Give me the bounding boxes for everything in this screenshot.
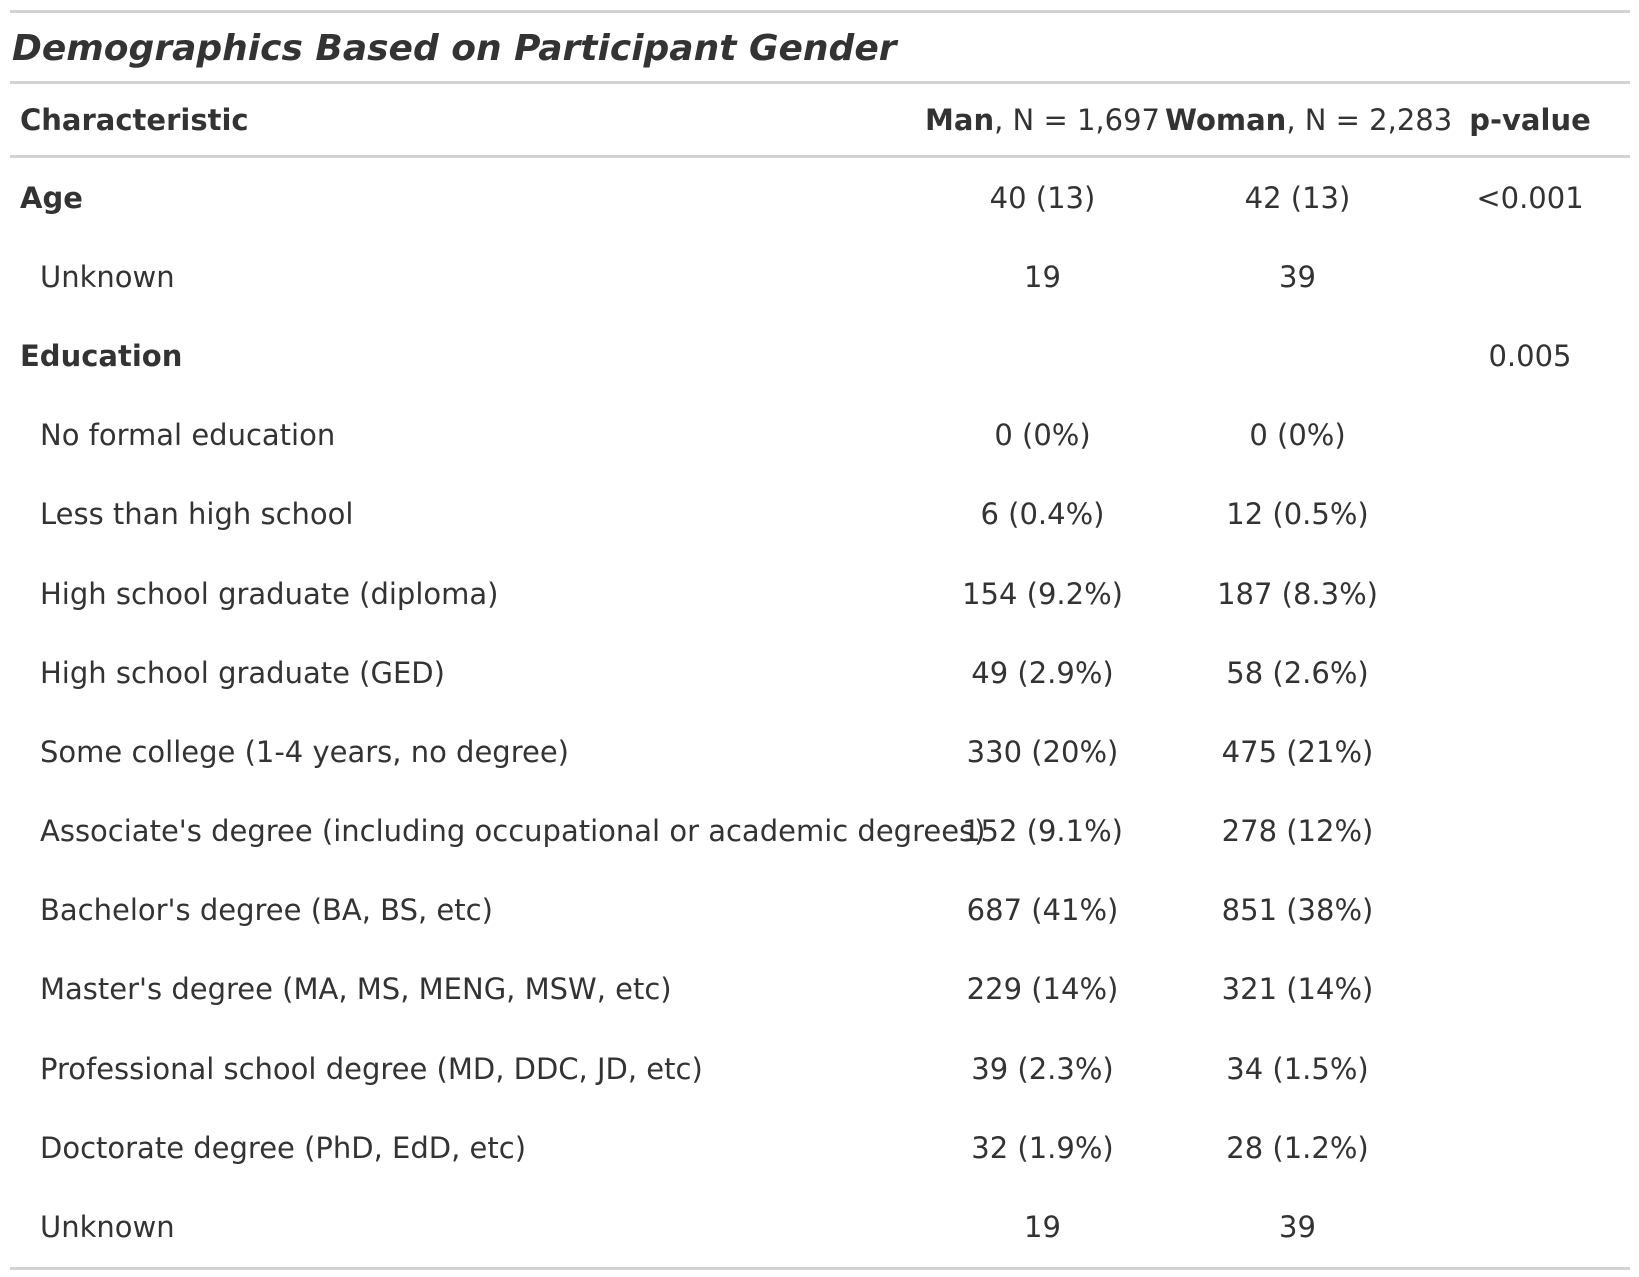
cell-pvalue [1430,950,1630,1029]
row-label: Master's degree (MA, MS, MENG, MSW, etc) [40,972,672,1007]
bottom-rule [10,1266,1630,1270]
cell-pvalue: 0.005 [1488,338,1572,373]
top-rule [10,10,1630,13]
cell-pvalue: <0.001 [1476,180,1584,215]
cell-woman: 851 (38%) [1221,893,1374,928]
header-man: Man, N = 1,697 [920,84,1165,158]
cell-pvalue [1430,554,1630,633]
cell-man: 6 (0.4%) [980,497,1105,532]
row-label: Education [20,338,183,373]
row-label: Doctorate degree (PhD, EdD, etc) [40,1130,527,1165]
table-row: Less than high school 6 (0.4%) 12 (0.5%) [10,475,1630,554]
cell-man: 0 (0%) [994,418,1091,453]
cell-man: 40 (13) [989,180,1096,215]
row-label: No formal education [40,418,336,453]
cell-pvalue [1430,712,1630,791]
cell-woman: 187 (8.3%) [1217,576,1378,611]
cell-pvalue [1430,871,1630,950]
cell-woman: 321 (14%) [1221,972,1374,1007]
cell-woman [1165,316,1430,395]
row-label: Unknown [40,259,175,294]
header-woman-n: , N = 2,283 [1286,102,1453,137]
cell-pvalue [1430,1029,1630,1108]
header-man-n: , N = 1,697 [994,102,1160,137]
table-row: Age 40 (13) 42 (13) <0.001 [10,157,1630,238]
row-label: Unknown [40,1210,175,1245]
table-row: Some college (1-4 years, no degree) 330 (… [10,712,1630,791]
row-label: Age [20,180,83,215]
table-row: High school graduate (GED) 49 (2.9%) 58 (2… [10,633,1630,712]
table-row: Master's degree (MA, MS, MENG, MSW, etc)… [10,950,1630,1029]
cell-woman: 12 (0.5%) [1226,497,1369,532]
row-label: High school graduate (diploma) [40,576,499,611]
cell-woman: 475 (21%) [1221,734,1374,769]
cell-woman: 28 (1.2%) [1226,1130,1369,1165]
cell-pvalue [1430,475,1630,554]
cell-pvalue [1430,792,1630,871]
cell-man: 330 (20%) [966,734,1119,769]
header-row: Characteristic Man, N = 1,697 Woman, N =… [10,84,1630,158]
cell-man: 19 [1024,1210,1061,1245]
header-woman-name: Woman [1165,102,1287,137]
row-label: Less than high school [40,497,354,532]
cell-pvalue [1430,237,1630,316]
cell-man: 32 (1.9%) [971,1130,1114,1165]
cell-woman: 34 (1.5%) [1226,1051,1369,1086]
row-label: Associate's degree (including occupation… [40,814,986,849]
header-man-name: Man [925,102,995,137]
header-characteristic: Characteristic [10,84,920,158]
table-title: Demographics Based on Participant Gender [12,28,897,69]
header-woman: Woman, N = 2,283 [1165,84,1452,158]
cell-woman: 0 (0%) [1249,418,1346,453]
cell-woman: 42 (13) [1244,180,1351,215]
cell-man: 229 (14%) [966,972,1119,1007]
cell-woman: 39 [1279,1210,1316,1245]
row-label: Bachelor's degree (BA, BS, etc) [40,893,493,928]
cell-pvalue [1430,396,1630,475]
table-row: No formal education 0 (0%) 0 (0%) [10,396,1630,475]
table-row: Education 0.005 [10,316,1630,395]
table-row: Associate's degree (including occupation… [10,792,1630,871]
cell-man: 154 (9.2%) [962,576,1123,611]
table-row: High school graduate (diploma) 154 (9.2%)… [10,554,1630,633]
table-row: Doctorate degree (PhD, EdD, etc) 32 (1.9%… [10,1108,1630,1187]
cell-woman: 58 (2.6%) [1226,655,1369,690]
table-row: Unknown 19 39 [10,1187,1630,1266]
table-body: Age 40 (13) 42 (13) <0.001 Unknown 19 39 Educat… [10,157,1630,1267]
data-table: Characteristic Man, N = 1,697 Woman, N =… [10,84,1630,1267]
cell-man: 687 (41%) [966,893,1119,928]
header-pvalue: p-value [1430,84,1630,158]
cell-man: 49 (2.9%) [971,655,1114,690]
cell-pvalue [1430,1187,1630,1266]
summary-table: Demographics Based on Participant Gender… [10,10,1630,1270]
title-rule [10,81,1630,84]
table-row: Professional school degree (MD, DDC, JD,… [10,1029,1630,1108]
table-row: Unknown 19 39 [10,237,1630,316]
cell-pvalue [1430,633,1630,712]
cell-man [920,316,1165,395]
row-label: Some college (1-4 years, no degree) [40,734,569,769]
cell-man: 152 (9.1%) [962,814,1123,849]
cell-man: 19 [1024,259,1061,294]
cell-woman: 39 [1279,259,1316,294]
cell-man: 39 (2.3%) [971,1051,1114,1086]
row-label: Professional school degree (MD, DDC, JD,… [40,1051,703,1086]
cell-pvalue [1430,1108,1630,1187]
row-label: High school graduate (GED) [40,655,445,690]
table-row: Bachelor's degree (BA, BS, etc) 687 (41%)… [10,871,1630,950]
cell-woman: 278 (12%) [1221,814,1374,849]
